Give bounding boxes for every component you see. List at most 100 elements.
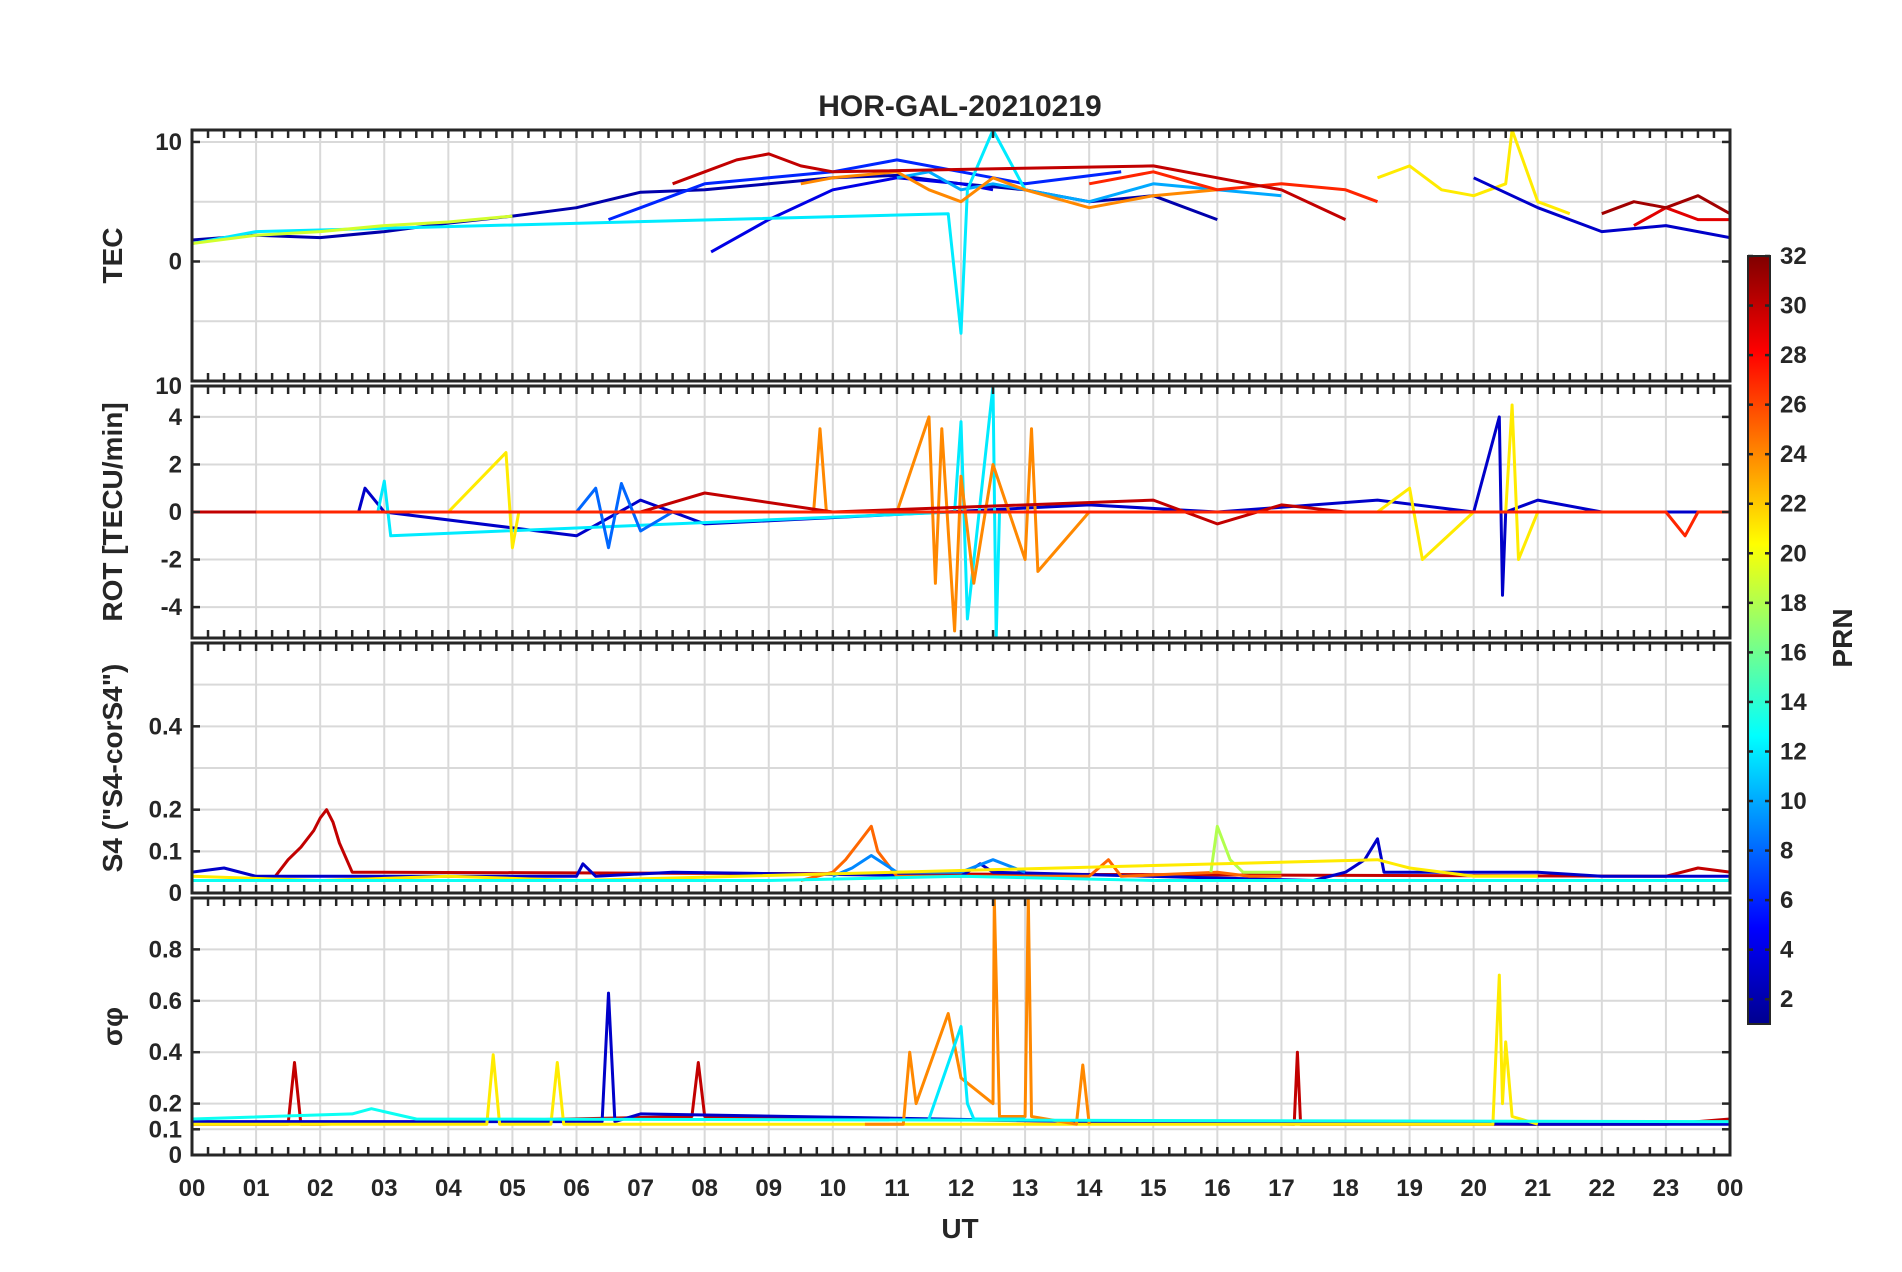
- colorbar-tick-label: 14: [1780, 689, 1807, 716]
- x-tick-label: 16: [1204, 1175, 1231, 1202]
- y-axis-label: S4 ("S4-corS4"): [97, 664, 128, 873]
- x-tick-label: 07: [627, 1175, 654, 1202]
- colorbar-tick-label: 20: [1780, 540, 1807, 567]
- series-line-prn-21: [447, 403, 1570, 561]
- series-line-prn-24: [800, 170, 1218, 210]
- y-tick-label: 0: [169, 1142, 182, 1169]
- x-tick-label: 04: [435, 1175, 462, 1202]
- panel-sigma_phi: 00.10.2 0.4 0.6 0.8 σφ: [97, 896, 1732, 1169]
- colorbar-tick-label: 26: [1780, 392, 1807, 419]
- series-line-prn-3: [192, 837, 1730, 882]
- panel-rot: -4 -2 0 2 4 10 ROT [TECU/min]: [97, 373, 1732, 640]
- panel-frame: [190, 896, 1732, 1157]
- x-tick-label: 17: [1268, 1175, 1295, 1202]
- y-tick-label: 0: [169, 499, 182, 526]
- x-tick-label: 11: [884, 1175, 909, 1202]
- panel-frame: [190, 128, 1732, 383]
- x-tick-label: 10: [819, 1175, 846, 1202]
- series-line-prn-4: [710, 176, 994, 254]
- colorbar-tick-label: 2: [1780, 986, 1793, 1013]
- y-tick-label: 2: [169, 451, 182, 478]
- colorbar-tick-label: 18: [1780, 590, 1807, 617]
- series-line-prn-27: [256, 510, 1730, 538]
- series-line-prn-18: [1209, 824, 1282, 874]
- colorbar-tick-label: 4: [1780, 937, 1794, 964]
- x-tick-label: 02: [307, 1175, 334, 1202]
- y-tick-label: 0.1: [149, 1116, 182, 1143]
- y-axis-label: TEC: [97, 228, 128, 284]
- colorbar-gradient: [1748, 256, 1770, 1024]
- series-group: [192, 386, 1730, 638]
- series-line-prn-29: [1633, 206, 1730, 227]
- colorbar-tick-label: 6: [1780, 887, 1793, 914]
- chart-title: HOR-GAL-20210219: [818, 90, 1101, 123]
- colorbar-tick-label: 16: [1780, 639, 1807, 666]
- y-tick-label: -4: [161, 594, 183, 621]
- series-line-prn-27: [1088, 170, 1379, 204]
- y-axis-label: σφ: [97, 1007, 128, 1046]
- panel-tec: 0 10 TEC: [97, 128, 1732, 383]
- x-tick-label: 22: [1588, 1175, 1615, 1202]
- colorbar-label: PRN: [1827, 608, 1858, 667]
- y-tick-label: 10: [155, 129, 182, 156]
- series-group: [192, 808, 1730, 882]
- x-tick-label: 23: [1653, 1175, 1680, 1202]
- series-line-prn-21: [192, 973, 1539, 1126]
- x-tick-label: 01: [243, 1175, 270, 1202]
- x-tick-label: 19: [1396, 1175, 1423, 1202]
- x-tick-label: 09: [755, 1175, 782, 1202]
- y-tick-label: 10: [155, 373, 182, 400]
- y-tick-label: 0.2: [149, 797, 182, 824]
- x-tick-label: 13: [1012, 1175, 1039, 1202]
- series-line-prn-19: [192, 214, 513, 245]
- colorbar-tick-label: 12: [1780, 738, 1807, 765]
- x-axis-label: UT: [941, 1213, 978, 1244]
- series-line-prn-30: [672, 152, 1347, 221]
- x-tick-label: 12: [948, 1175, 975, 1202]
- series-line-prn-12: [192, 130, 1027, 335]
- x-tick-label: 20: [1460, 1175, 1487, 1202]
- y-tick-label: 0.8: [149, 936, 182, 963]
- colorbar-tick-label: 30: [1780, 293, 1807, 320]
- x-tick-label: 03: [371, 1175, 398, 1202]
- series-line-prn-3: [1473, 176, 1730, 240]
- x-axis-ticks: 00 01 02 03 04 05 06 07 08 09 10 11 12 13 14 15 16 17 18 19…: [179, 1175, 1744, 1202]
- series-line-prn-13: [192, 874, 1730, 882]
- colorbar-tick-label: 8: [1780, 838, 1793, 865]
- x-tick-label: 00: [1717, 1175, 1744, 1202]
- x-tick-label: 08: [691, 1175, 718, 1202]
- y-tick-label: 0.4: [149, 1039, 183, 1066]
- y-tick-label: 0: [169, 880, 182, 907]
- colorbar-tick-label: 32: [1780, 243, 1807, 270]
- y-axis-label: ROT [TECU/min]: [97, 402, 128, 621]
- y-tick-label: 0.2: [149, 1091, 182, 1118]
- series-line-prn-21: [1376, 130, 1571, 216]
- colorbar-tick-label: 28: [1780, 342, 1807, 369]
- x-tick-label: 05: [499, 1175, 526, 1202]
- colorbar-tick-label: 24: [1780, 441, 1807, 468]
- colorbar-tick-label: 10: [1780, 788, 1807, 815]
- y-tick-label: -2: [161, 547, 182, 574]
- x-tick-label: 14: [1076, 1175, 1103, 1202]
- panel-s4: 0 0.1 0.2 0.4 S4 ("S4-corS4"): [97, 641, 1732, 907]
- panel-frame: [190, 384, 1732, 640]
- y-tick-label: 0.1: [149, 838, 182, 865]
- y-tick-label: 0: [169, 248, 182, 275]
- series-line-prn-8: [575, 482, 674, 550]
- series-group: [192, 898, 1730, 1126]
- x-tick-label: 00: [179, 1175, 206, 1202]
- panel-frame: [190, 641, 1732, 895]
- y-tick-label: 0.6: [149, 988, 182, 1015]
- series-group: [192, 130, 1730, 335]
- x-tick-label: 18: [1332, 1175, 1359, 1202]
- x-tick-label: 15: [1140, 1175, 1167, 1202]
- colorbar-frame: [1747, 255, 1771, 1025]
- x-tick-label: 21: [1524, 1175, 1551, 1202]
- y-tick-label: 0.4: [149, 713, 183, 740]
- x-tick-label: 06: [563, 1175, 590, 1202]
- colorbar-tick-label: 22: [1780, 491, 1807, 518]
- y-tick-label: 4: [169, 404, 183, 431]
